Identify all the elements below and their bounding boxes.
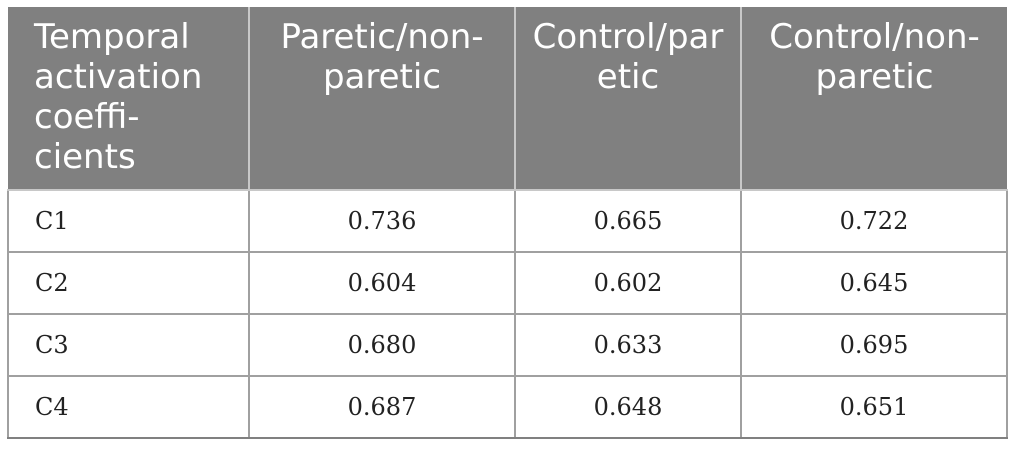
row-label: C3 (7, 313, 250, 377)
cell-control-paretic: 0.602 (514, 251, 742, 315)
cell-control-non-paretic: 0.695 (740, 313, 1008, 377)
header-temporal-activation-coefficients: Temporal activation coeffi-cients (8, 7, 250, 191)
row-label: C4 (7, 375, 250, 439)
cell-control-paretic: 0.665 (514, 189, 742, 253)
table-row: C2 0.604 0.602 0.645 (7, 251, 1008, 315)
coefficients-table: Temporal activation coeffi-cients Pareti… (7, 7, 1008, 439)
table-row: C3 0.680 0.633 0.695 (7, 313, 1008, 377)
row-label: C2 (7, 251, 250, 315)
header-control-paretic: Control/paretic (514, 7, 742, 191)
cell-control-non-paretic: 0.722 (740, 189, 1008, 253)
cell-paretic-non-paretic: 0.680 (248, 313, 516, 377)
cell-control-non-paretic: 0.645 (740, 251, 1008, 315)
table-row: C4 0.687 0.648 0.651 (7, 375, 1008, 439)
table-row: C1 0.736 0.665 0.722 (7, 189, 1008, 253)
row-label: C1 (7, 189, 250, 253)
cell-paretic-non-paretic: 0.687 (248, 375, 516, 439)
header-control-non-paretic: Control/non-paretic (740, 7, 1007, 191)
header-paretic-non-paretic: Paretic/non-paretic (248, 7, 516, 191)
cell-control-non-paretic: 0.651 (740, 375, 1008, 439)
cell-control-paretic: 0.648 (514, 375, 742, 439)
cell-paretic-non-paretic: 0.604 (248, 251, 516, 315)
cell-paretic-non-paretic: 0.736 (248, 189, 516, 253)
header-row: Temporal activation coeffi-cients Pareti… (8, 7, 1007, 191)
cell-control-paretic: 0.633 (514, 313, 742, 377)
